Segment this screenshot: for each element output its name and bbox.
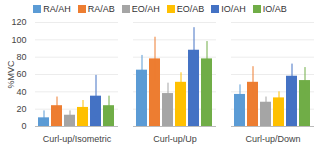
html-text:IO/AB: IO/AB (262, 4, 287, 14)
svg-text:20: 20 (16, 104, 26, 114)
html-text:EO/AH: EO/AH (131, 4, 160, 14)
html-text:RA/AH: RA/AH (43, 4, 71, 14)
svg-text:100: 100 (11, 35, 26, 45)
html-text:IO/AH: IO/AH (221, 4, 246, 14)
html-text:RA/AB: RA/AB (87, 4, 115, 14)
svg-text:Curl-up/Down: Curl-up/Down (245, 134, 300, 144)
svg-text:Curl-up/Up: Curl-up/Up (153, 134, 197, 144)
svg-text:40: 40 (16, 87, 26, 97)
svg-text:%MVC: %MVC (6, 60, 16, 89)
svg-text:120: 120 (11, 17, 26, 27)
svg-text:80: 80 (16, 52, 26, 62)
html-text:EO/AB: EO/AB (176, 4, 205, 14)
svg-text:0: 0 (21, 121, 26, 131)
svg-text:Curl-up/Isometric: Curl-up/Isometric (43, 134, 112, 144)
svg-text:60: 60 (16, 69, 26, 79)
